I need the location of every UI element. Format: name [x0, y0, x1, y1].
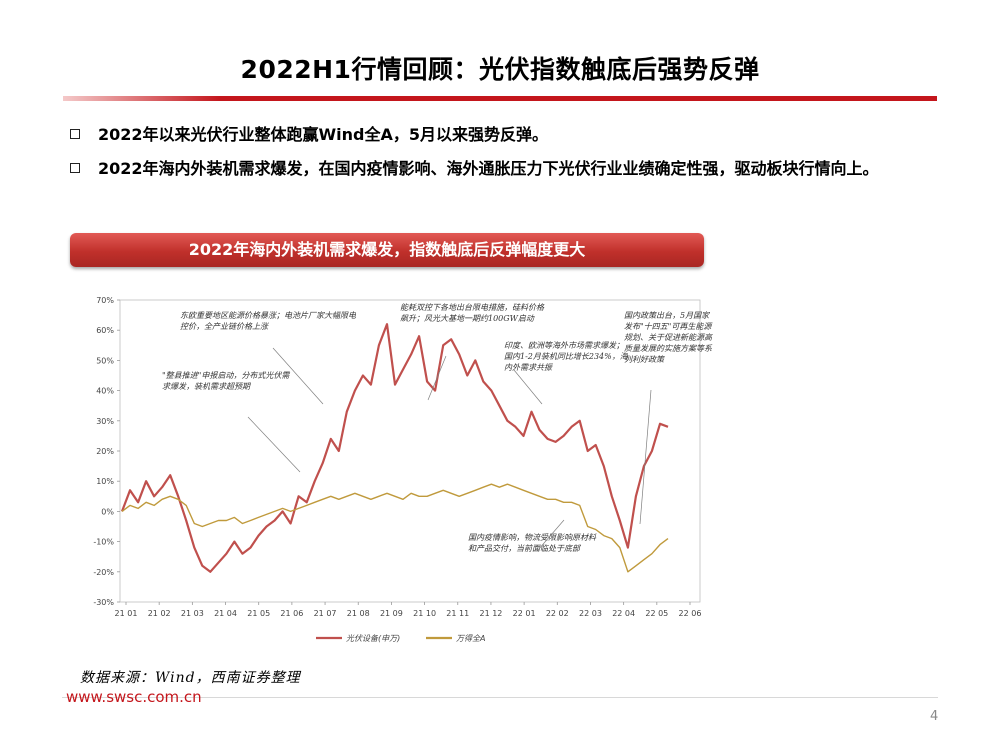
- title-underline: [63, 96, 937, 101]
- legend-label: 光伏设备(申万): [346, 634, 400, 643]
- x-tick-label: 21 12: [479, 609, 502, 618]
- y-tick-label: -10%: [93, 538, 114, 547]
- y-tick-label: 40%: [96, 387, 114, 396]
- series-line-pv: [120, 323, 669, 573]
- bullet-item: 2022年以来光伏行业整体跑赢Wind全A，5月以来强势反弹。: [68, 122, 948, 148]
- annotation-arrow: [513, 369, 543, 405]
- x-tick-label: 21 08: [347, 609, 370, 618]
- chart-annotation: 国内政策出台，5月国家发布"十四五"可再生能源规划、关于促进新能源高质量发展的实…: [624, 311, 712, 364]
- website-link[interactable]: www.swsc.com.cn: [66, 688, 202, 706]
- y-tick-label: -20%: [93, 568, 114, 577]
- x-tick-label: 22 06: [679, 609, 702, 618]
- x-tick-label: 21 03: [181, 609, 204, 618]
- line-chart: -30% -20% -10% 0% 10% 20% 30% 40% 50% 60% 70% 21 01…: [93, 296, 712, 643]
- annotation-arrow: [639, 389, 652, 525]
- chart-annotation: 东欧重要地区能源价格暴涨；电池片厂家大幅限电控价，全产业链价格上涨: [180, 311, 356, 331]
- x-tick-label: 22 04: [612, 609, 635, 618]
- annotation-text: 东欧重要地区能源价格暴涨；电池片厂家大幅限电控价，全产业链价格上涨: [180, 311, 356, 331]
- annotation-text: 印度、欧洲等海外市场需求爆发；国内1-2月装机同比增长234%，海内外需求共振: [504, 341, 628, 372]
- x-tick-label: 21 04: [214, 609, 237, 618]
- x-tick-label: 22 05: [645, 609, 668, 618]
- annotation-arrow: [537, 519, 565, 551]
- x-tick-label: 22 01: [513, 609, 536, 618]
- chart-annotation: 印度、欧洲等海外市场需求爆发；国内1-2月装机同比增长234%，海内外需求共振: [504, 341, 628, 372]
- annotation-text: "整县推进"申报启动，分布式光伏需求爆发，装机需求超预期: [162, 371, 290, 391]
- y-tick-label: 50%: [96, 356, 114, 365]
- y-tick-label: 10%: [96, 477, 114, 486]
- chart-annotation: 国内疫情影响，物流受限影响原材料和产品交付，当前面临处于底部: [468, 533, 596, 553]
- x-tick-label: 21 06: [280, 609, 303, 618]
- bullet-text: 2022年以来光伏行业整体跑赢Wind全A，5月以来强势反弹。: [98, 125, 549, 144]
- y-tick-label: 70%: [96, 296, 114, 305]
- x-tick-label: 21 02: [148, 609, 171, 618]
- bullet-list: 2022年以来光伏行业整体跑赢Wind全A，5月以来强势反弹。 2022年海内外…: [68, 122, 948, 190]
- annotation-arrow: [247, 416, 301, 473]
- x-tick-label: 21 01: [115, 609, 138, 618]
- annotation-arrow: [272, 347, 324, 405]
- bullet-text: 2022年海内外装机需求爆发，在国内疫情影响、海外通胀压力下光伏行业业绩确定性强…: [98, 159, 879, 178]
- legend-label: 万得全A: [456, 634, 485, 643]
- x-tick-label: 21 05: [247, 609, 270, 618]
- y-tick-label: 30%: [96, 417, 114, 426]
- annotation-text: 能耗双控下各地出台限电措施，硅料价格飙升；风光大基地一期约100GW启动: [400, 303, 544, 323]
- y-tick-label: -30%: [93, 598, 114, 607]
- x-tick-label: 21 10: [413, 609, 436, 618]
- data-source: 数据来源：Wind，西南证券整理: [80, 670, 301, 686]
- page-number: 4: [930, 709, 939, 724]
- x-tick-label: 22 03: [579, 609, 602, 618]
- annotation-arrow: [427, 355, 447, 401]
- slide-title: 2022H1行情回顾：光伏指数触底后强势反弹: [240, 55, 760, 84]
- x-tick-label: 22 02: [546, 609, 569, 618]
- chart-banner: 2022年海内外装机需求爆发，指数触底后反弹幅度更大: [70, 233, 704, 267]
- bullet-item: 2022年海内外装机需求爆发，在国内疫情影响、海外通胀压力下光伏行业业绩确定性强…: [68, 156, 948, 182]
- annotation-text: 国内政策出台，5月国家发布"十四五"可再生能源规划、关于促进新能源高质量发展的实…: [624, 311, 712, 364]
- series-line-wind-a: [121, 483, 669, 573]
- y-tick-label: 20%: [96, 447, 114, 456]
- x-tick-label: 21 09: [380, 609, 403, 618]
- checkbox-bullet-icon: [70, 129, 80, 139]
- x-tick-label: 21 07: [314, 609, 337, 618]
- chart-annotation: "整县推进"申报启动，分布式光伏需求爆发，装机需求超预期: [162, 371, 290, 391]
- x-tick-label: 21 11: [446, 609, 469, 618]
- y-tick-label: 60%: [96, 326, 114, 335]
- y-tick-label: 0%: [101, 507, 114, 516]
- plot-area: [119, 299, 701, 603]
- chart-container: -30% -20% -10% 0% 10% 20% 30% 40% 50% 60% 70% 21 01…: [68, 282, 718, 660]
- annotation-text: 国内疫情影响，物流受限影响原材料和产品交付，当前面临处于底部: [468, 533, 596, 553]
- checkbox-bullet-icon: [70, 163, 80, 173]
- footer-divider: [62, 697, 938, 698]
- chart-annotation: 能耗双控下各地出台限电措施，硅料价格飙升；风光大基地一期约100GW启动: [400, 303, 544, 323]
